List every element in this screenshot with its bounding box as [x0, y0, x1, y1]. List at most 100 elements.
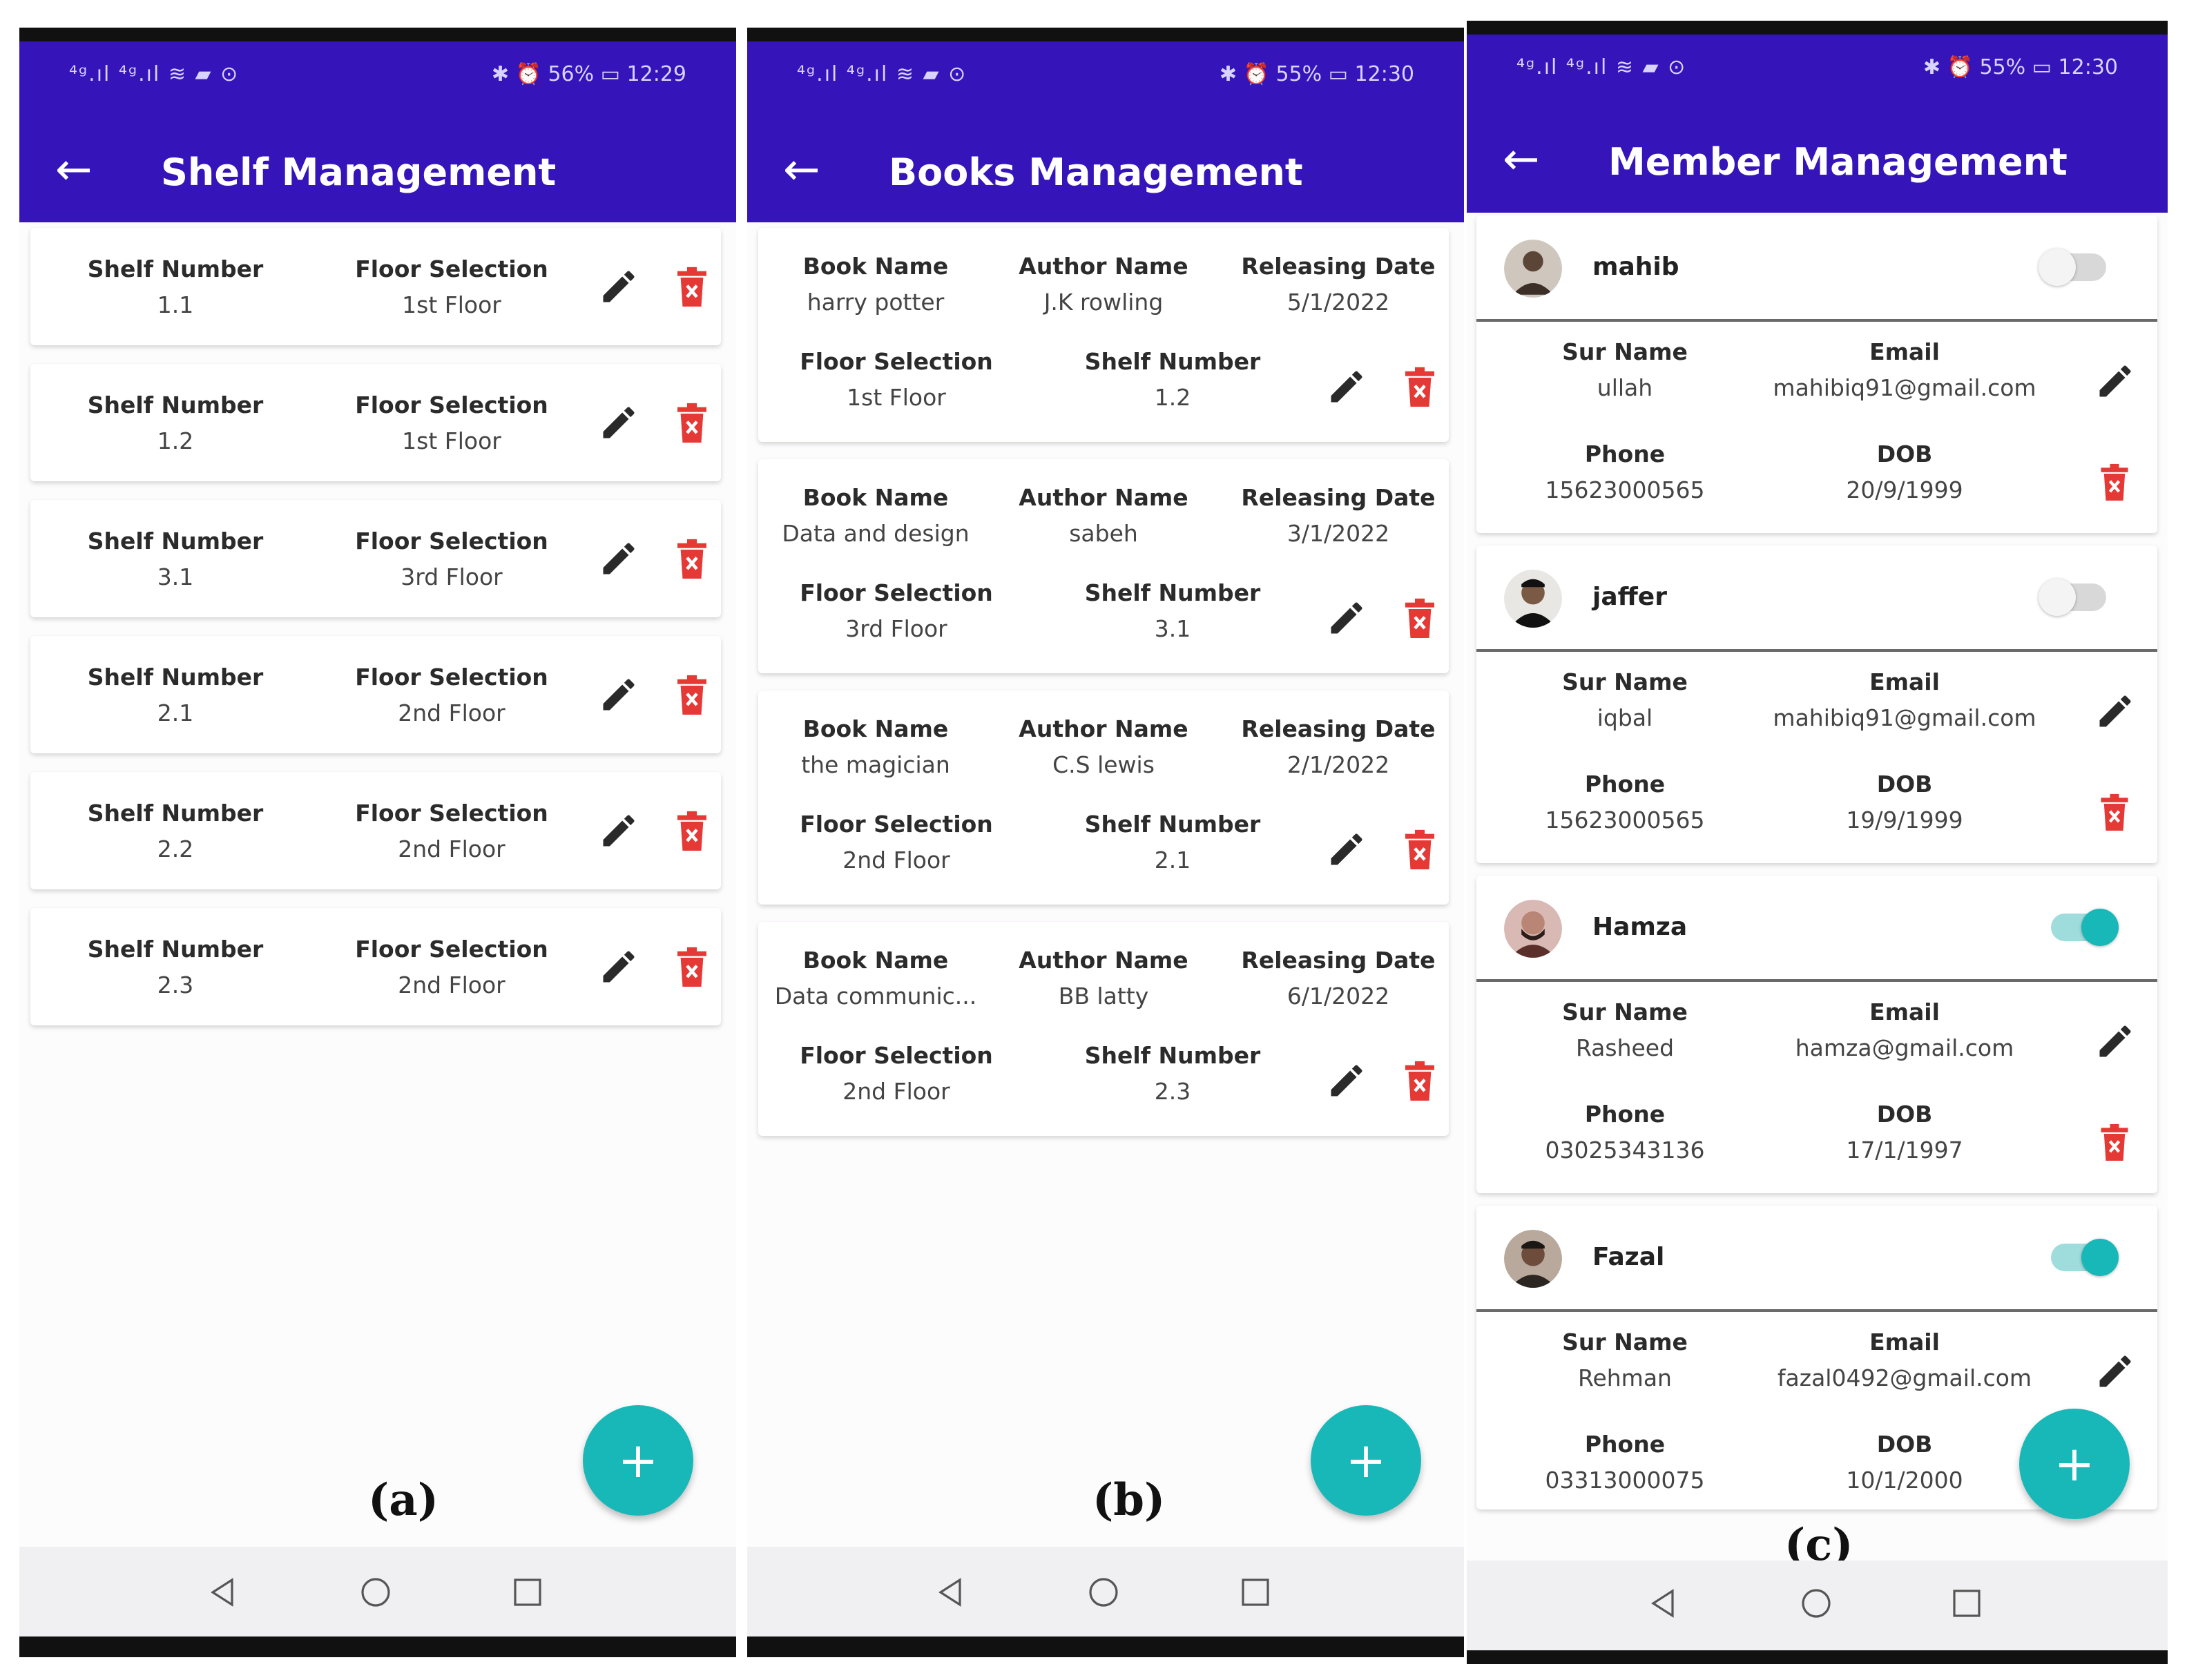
active-toggle[interactable] [2039, 579, 2106, 616]
active-toggle[interactable] [2051, 909, 2119, 946]
floor-selection-value: 3rd Floor [845, 615, 947, 642]
delete-trash-icon[interactable] [673, 946, 711, 989]
author-name-field: Author Name sabeh [993, 480, 1214, 552]
edit-pencil-icon[interactable] [598, 810, 639, 851]
author-name-value: J.K rowling [1043, 289, 1164, 316]
toggle-knob [2039, 579, 2076, 616]
bottom-edge [747, 1636, 1464, 1657]
delete-trash-icon[interactable] [673, 810, 711, 853]
plus-icon: + [2054, 1436, 2095, 1492]
member-card: jaffer Sur Name iqbal Email mahibiq91@gm… [1476, 545, 2157, 863]
author-name-field: Author Name J.K rowling [993, 249, 1214, 320]
nav-recents-icon[interactable] [1239, 1576, 1272, 1609]
active-toggle[interactable] [2051, 1239, 2119, 1276]
floor-selection-field: Floor Selection 1st Floor [786, 344, 1007, 416]
edit-pencil-icon[interactable] [2094, 691, 2136, 732]
back-arrow-icon[interactable]: ← [55, 144, 93, 195]
floor-selection-value: 2nd Floor [398, 972, 505, 998]
nav-back-icon[interactable] [1646, 1587, 1679, 1620]
dob-label: DOB [1876, 771, 1933, 798]
app-bar: ⁴ᵍ.ıl ⁴ᵍ.ıl ≋ ▰ ⊙ ✱ ⏰ 56% ▭ 12:29 ← Shel… [19, 41, 736, 222]
edit-pencil-icon[interactable] [1326, 597, 1367, 639]
author-name-field: Author Name BB latty [993, 943, 1214, 1014]
delete-trash-icon[interactable] [1400, 597, 1439, 640]
author-name-label: Author Name [1019, 947, 1188, 974]
nav-recents-icon[interactable] [511, 1576, 544, 1609]
book-name-field: Book Name Data communic... [772, 943, 979, 1014]
active-toggle[interactable] [2039, 249, 2106, 286]
delete-trash-icon[interactable] [2097, 793, 2132, 833]
shelf-number-label: Shelf Number [87, 528, 264, 554]
status-bar-edge [19, 28, 736, 41]
dob-field: DOB 10/1/2000 [1766, 1427, 2043, 1498]
edit-pencil-icon[interactable] [1326, 1060, 1367, 1101]
nav-recents-icon[interactable] [1950, 1587, 1983, 1620]
floor-selection-label: Floor Selection [355, 528, 548, 554]
author-name-field: Author Name C.S lewis [993, 711, 1214, 783]
floor-selection-value: 1st Floor [402, 427, 501, 454]
shelf-number-value: 2.3 [157, 972, 194, 998]
nav-back-icon[interactable] [206, 1576, 239, 1609]
email-label: Email [1869, 998, 1940, 1025]
shelf-number-field: Shelf Number 2.2 [65, 795, 286, 867]
delete-trash-icon[interactable] [1400, 366, 1439, 409]
avatar [1504, 1230, 1562, 1288]
edit-pencil-icon[interactable] [2094, 360, 2136, 402]
edit-pencil-icon[interactable] [598, 402, 639, 443]
book-name-field: Book Name the magician [772, 711, 979, 783]
edit-pencil-icon[interactable] [598, 674, 639, 715]
back-arrow-icon[interactable]: ← [1503, 134, 1540, 185]
member-name: mahib [1592, 253, 1679, 281]
nav-home-icon[interactable] [1800, 1587, 1833, 1620]
shelf-card: Shelf Number 3.1 Floor Selection 3rd Flo… [30, 500, 721, 617]
nav-back-icon[interactable] [934, 1576, 967, 1609]
delete-trash-icon[interactable] [2097, 463, 2132, 503]
delete-trash-icon[interactable] [2097, 1123, 2132, 1163]
edit-pencil-icon[interactable] [2094, 1351, 2136, 1392]
shelf-card: Shelf Number 2.2 Floor Selection 2nd Flo… [30, 772, 721, 889]
nav-home-icon[interactable] [1087, 1576, 1120, 1609]
delete-trash-icon[interactable] [673, 402, 711, 445]
phone-field: Phone 15623000565 [1514, 766, 1735, 838]
phone-value: 03025343136 [1545, 1137, 1705, 1164]
releasing-date-value: 3/1/2022 [1287, 520, 1390, 547]
edit-pencil-icon[interactable] [2094, 1021, 2136, 1062]
avatar [1504, 240, 1562, 298]
edit-pencil-icon[interactable] [598, 946, 639, 987]
status-bar: ⁴ᵍ.ıl ⁴ᵍ.ıl ≋ ▰ ⊙ ✱ ⏰ 55% ▭ 12:30 [1467, 55, 2168, 83]
dob-value: 20/9/1999 [1846, 476, 1963, 503]
status-bar: ⁴ᵍ.ıl ⁴ᵍ.ıl ≋ ▰ ⊙ ✱ ⏰ 56% ▭ 12:29 [19, 62, 736, 90]
delete-trash-icon[interactable] [1400, 829, 1439, 871]
delete-trash-icon[interactable] [673, 266, 711, 309]
delete-trash-icon[interactable] [673, 674, 711, 717]
app-bar: ⁴ᵍ.ıl ⁴ᵍ.ıl ≋ ▰ ⊙ ✱ ⏰ 55% ▭ 12:30 ← Memb… [1467, 35, 2168, 213]
add-book-fab[interactable]: + [1311, 1405, 1421, 1516]
delete-trash-icon[interactable] [1400, 1060, 1439, 1103]
phone-label: Phone [1584, 1431, 1666, 1458]
shelf-number-value: 2.1 [1154, 847, 1191, 873]
phone-value: 03313000075 [1545, 1467, 1705, 1494]
phone-field: Phone 03313000075 [1514, 1427, 1735, 1498]
email-value: mahibiq91@gmail.com [1773, 374, 2036, 401]
surname-field: Sur Name iqbal [1514, 664, 1735, 736]
shelf-number-field: Shelf Number 3.1 [65, 523, 286, 595]
add-shelf-fab[interactable]: + [583, 1405, 693, 1516]
delete-trash-icon[interactable] [673, 538, 711, 581]
nav-home-icon[interactable] [359, 1576, 392, 1609]
add-member-fab[interactable]: + [2019, 1409, 2130, 1519]
phone-field: Phone 03025343136 [1514, 1097, 1735, 1168]
book-card: Book Name the magician Author Name C.S l… [758, 691, 1449, 905]
shelf-number-field: Shelf Number 3.1 [1062, 575, 1283, 647]
edit-pencil-icon[interactable] [1326, 366, 1367, 407]
shelf-number-label: Shelf Number [87, 936, 264, 963]
author-name-value: BB latty [1058, 983, 1149, 1010]
email-field: Email fazal0492@gmail.com [1766, 1324, 2043, 1396]
phone-value: 15623000565 [1545, 476, 1705, 503]
shelf-number-label: Shelf Number [1084, 579, 1261, 606]
edit-pencil-icon[interactable] [598, 266, 639, 307]
edit-pencil-icon[interactable] [1326, 829, 1367, 870]
back-arrow-icon[interactable]: ← [783, 144, 820, 195]
edit-pencil-icon[interactable] [598, 538, 639, 579]
shelf-number-field: Shelf Number 1.2 [65, 387, 286, 459]
shelf-number-value: 2.3 [1154, 1078, 1191, 1105]
